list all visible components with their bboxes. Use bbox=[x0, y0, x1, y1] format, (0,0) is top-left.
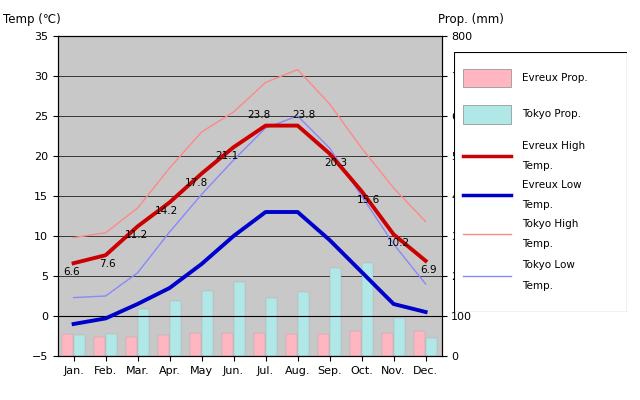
Text: 10.2: 10.2 bbox=[387, 238, 410, 248]
Bar bbox=[318, 334, 329, 356]
Bar bbox=[426, 338, 437, 356]
Bar bbox=[126, 337, 137, 356]
Bar bbox=[190, 333, 201, 356]
Bar bbox=[170, 301, 181, 356]
Bar bbox=[382, 333, 393, 356]
Bar bbox=[298, 292, 309, 356]
Text: 21.1: 21.1 bbox=[216, 151, 239, 161]
Text: 6.6: 6.6 bbox=[64, 267, 80, 277]
Bar bbox=[138, 309, 149, 356]
Bar bbox=[222, 333, 233, 356]
Bar bbox=[362, 263, 373, 356]
Text: Tokyo High: Tokyo High bbox=[522, 219, 578, 229]
Bar bbox=[106, 334, 117, 356]
Bar bbox=[234, 282, 245, 356]
Text: 7.6: 7.6 bbox=[99, 259, 115, 269]
Bar bbox=[254, 333, 265, 356]
Text: Tokyo Low: Tokyo Low bbox=[522, 260, 575, 270]
Text: 15.6: 15.6 bbox=[356, 195, 380, 205]
Bar bbox=[463, 105, 511, 124]
Text: Temp.: Temp. bbox=[522, 239, 553, 249]
Text: 20.3: 20.3 bbox=[324, 158, 348, 168]
Text: Evreux High: Evreux High bbox=[522, 141, 585, 151]
Bar bbox=[94, 337, 105, 356]
Bar bbox=[62, 334, 73, 356]
Text: 14.2: 14.2 bbox=[155, 206, 178, 216]
Bar bbox=[158, 335, 169, 356]
Bar bbox=[330, 268, 341, 356]
Text: Tokyo Prop.: Tokyo Prop. bbox=[522, 109, 580, 119]
Bar bbox=[394, 318, 405, 356]
Bar bbox=[202, 291, 213, 356]
Text: Prop. (mm): Prop. (mm) bbox=[438, 13, 504, 26]
Text: 23.8: 23.8 bbox=[292, 110, 316, 120]
Text: 11.2: 11.2 bbox=[124, 230, 148, 240]
Text: 17.8: 17.8 bbox=[185, 178, 209, 188]
Text: 6.9: 6.9 bbox=[420, 265, 437, 275]
Text: Evreux Low: Evreux Low bbox=[522, 180, 581, 190]
Bar bbox=[414, 331, 425, 356]
Bar bbox=[463, 69, 511, 87]
Text: Temp.: Temp. bbox=[522, 200, 553, 210]
Text: Temp.: Temp. bbox=[522, 161, 553, 171]
Text: Evreux Prop.: Evreux Prop. bbox=[522, 73, 588, 83]
Text: 23.8: 23.8 bbox=[248, 110, 271, 120]
Bar bbox=[266, 298, 277, 356]
Bar bbox=[74, 335, 85, 356]
Bar bbox=[286, 334, 297, 356]
Bar bbox=[350, 331, 361, 356]
Text: Temp.: Temp. bbox=[522, 281, 553, 291]
Text: Temp (℃): Temp (℃) bbox=[3, 13, 61, 26]
